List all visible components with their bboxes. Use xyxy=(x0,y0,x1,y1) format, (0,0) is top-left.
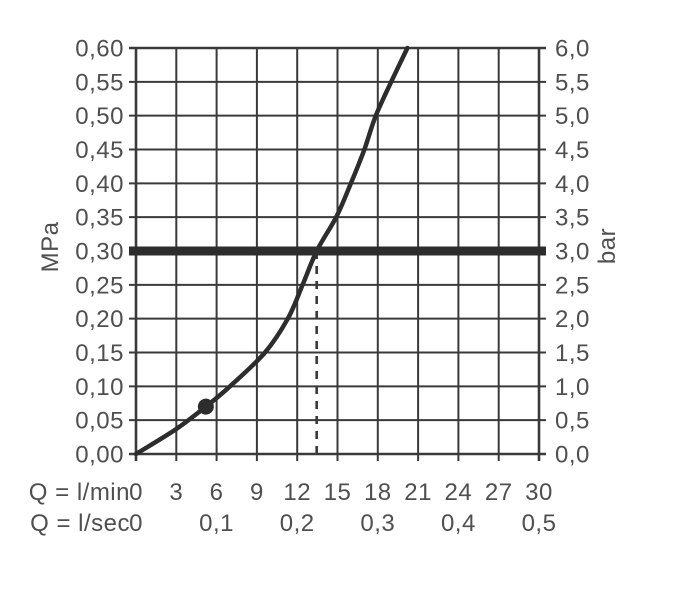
y-left-tick-label: 0,30 xyxy=(75,239,124,266)
y-left-tick-label: 0,15 xyxy=(75,340,124,367)
x-lmin-tick-label: 9 xyxy=(250,479,264,506)
x-lsec-tick-label: 0,3 xyxy=(360,510,395,537)
x-lsec-tick-label: 0,4 xyxy=(441,510,476,537)
y-left-tick-label: 0,40 xyxy=(75,171,124,198)
x-lmin-tick-label: 12 xyxy=(283,479,311,506)
y-right-axis-unit-label: bar xyxy=(594,228,621,264)
y-right-tick-label: 2,5 xyxy=(555,272,590,299)
y-right-tick-label: 4,5 xyxy=(555,137,590,164)
x-lmin-tick-label: 3 xyxy=(169,479,183,506)
x-lsec-tick-label: 0,2 xyxy=(280,510,315,537)
x-axis-lmin-label: Q = l/min xyxy=(29,479,130,506)
y-right-tick-label: 5,5 xyxy=(555,69,590,96)
y-right-tick-label: 5,0 xyxy=(555,103,590,130)
y-left-tick-label: 0,00 xyxy=(75,442,124,469)
y-left-tick-label: 0,25 xyxy=(75,272,124,299)
x-lmin-tick-label: 27 xyxy=(485,479,513,506)
y-left-tick-label: 0,60 xyxy=(75,36,124,63)
y-left-tick-label: 0,55 xyxy=(75,69,124,96)
x-lmin-tick-label: 21 xyxy=(404,479,432,506)
x-lsec-tick-label: 0 xyxy=(129,510,143,537)
y-right-tick-label: 0,5 xyxy=(555,408,590,435)
y-left-tick-label: 0,45 xyxy=(75,137,124,164)
y-left-tick-label: 0,10 xyxy=(75,374,124,401)
y-left-tick-label: 0,05 xyxy=(75,408,124,435)
y-right-tick-label: 2,0 xyxy=(555,306,590,333)
tick-labels-layer: 0,600,550,500,450,400,350,300,250,200,15… xyxy=(75,36,590,538)
y-left-tick-label: 0,20 xyxy=(75,306,124,333)
x-lsec-tick-label: 0,1 xyxy=(199,510,234,537)
y-right-tick-label: 0,0 xyxy=(555,442,590,469)
curve-layer xyxy=(129,45,546,457)
x-lmin-tick-label: 0 xyxy=(129,479,143,506)
x-lmin-tick-label: 15 xyxy=(324,479,352,506)
x-axis-lsec-label: Q = l/sec xyxy=(30,510,130,537)
y-left-axis-unit-label: MPa xyxy=(37,221,64,272)
curve-marker-dot xyxy=(197,398,214,415)
x-lsec-tick-label: 0,5 xyxy=(522,510,557,537)
x-lmin-tick-label: 18 xyxy=(364,479,392,506)
y-left-tick-label: 0,50 xyxy=(75,103,124,130)
y-right-tick-label: 4,0 xyxy=(555,171,590,198)
y-right-tick-label: 1,0 xyxy=(555,374,590,401)
y-right-tick-label: 1,5 xyxy=(555,340,590,367)
y-left-tick-label: 0,35 xyxy=(75,205,124,232)
y-right-tick-label: 6,0 xyxy=(555,36,590,63)
y-right-tick-label: 3,0 xyxy=(555,239,590,266)
x-lmin-tick-label: 30 xyxy=(525,479,553,506)
y-right-tick-label: 3,5 xyxy=(555,205,590,232)
x-lmin-tick-label: 24 xyxy=(445,479,473,506)
x-lmin-tick-label: 6 xyxy=(210,479,224,506)
